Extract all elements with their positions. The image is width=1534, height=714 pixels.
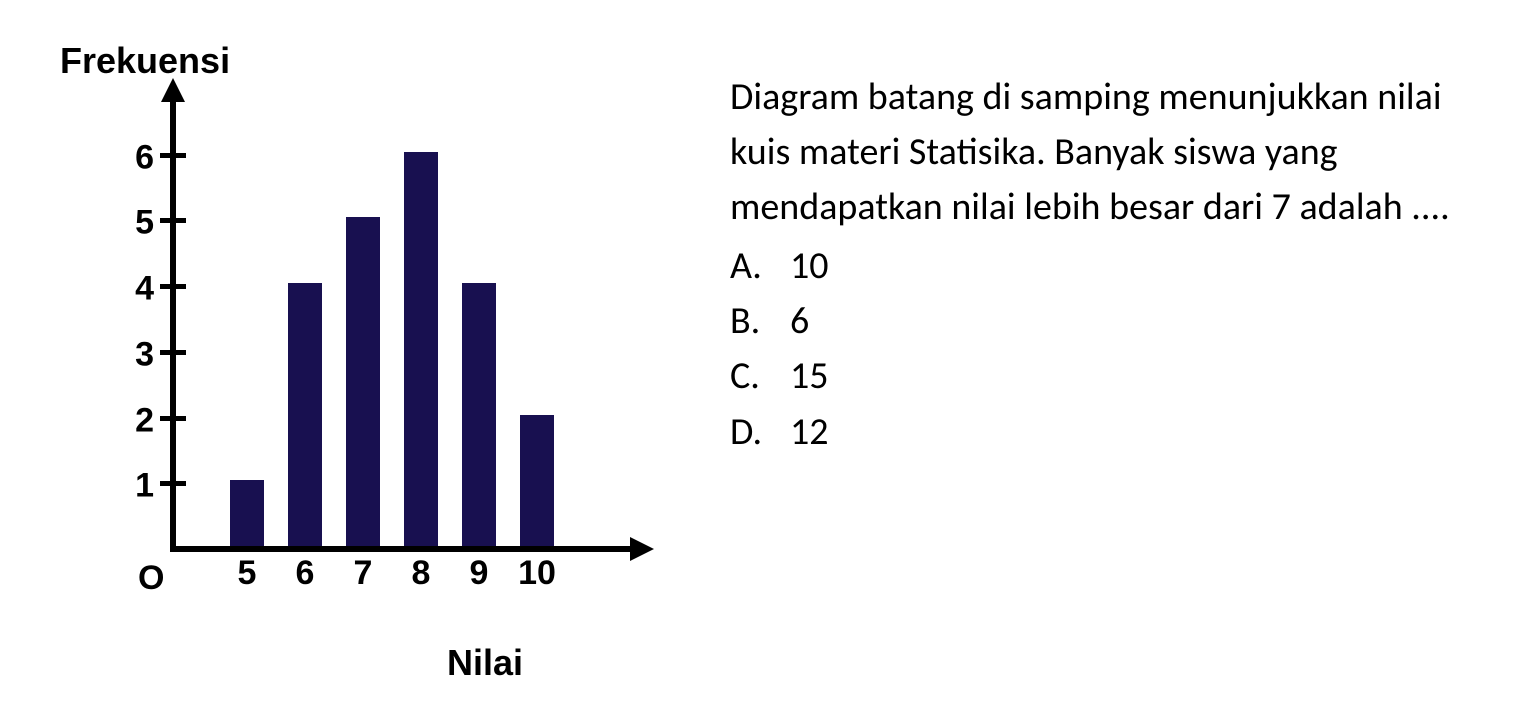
- bar: [404, 152, 438, 546]
- bars-container: [176, 132, 580, 546]
- bar: [346, 217, 380, 546]
- y-tick-label: 3: [120, 335, 154, 374]
- x-axis-title: Nilai: [260, 642, 710, 684]
- x-tick-label: 6: [296, 554, 315, 593]
- option-value: 6: [790, 294, 870, 349]
- chart-area: 123456 O 5678910: [120, 92, 640, 592]
- chart-wrapper: Frekuensi 123456 O 5678910 Nilai: [60, 40, 710, 684]
- y-tick-label: 6: [120, 138, 154, 177]
- y-axis-title: Frekuensi: [60, 40, 710, 82]
- bar: [288, 283, 322, 546]
- y-tick-label: 2: [120, 401, 154, 440]
- option-value: 10: [790, 239, 870, 294]
- option-letter: A.: [730, 239, 790, 294]
- option-value: 12: [790, 405, 870, 460]
- option-row: A.10: [730, 239, 1474, 294]
- option-letter: B.: [730, 294, 790, 349]
- x-labels: 56789 10: [176, 554, 640, 598]
- option-value: 15: [790, 349, 870, 404]
- option-row: D.12: [730, 405, 1474, 460]
- y-tick-label: 1: [120, 467, 154, 506]
- x-tick-label: 5: [238, 554, 257, 593]
- x-tick-label: 9: [470, 554, 489, 593]
- origin-label: O: [138, 559, 164, 598]
- option-row: C.15: [730, 349, 1474, 404]
- option-letter: C.: [730, 349, 790, 404]
- y-tick-label: 4: [120, 270, 154, 309]
- option-row: B.6: [730, 294, 1474, 349]
- x-axis-line: [170, 546, 640, 552]
- question-text: Diagram batang di samping menunjukkan ni…: [730, 70, 1474, 235]
- options-list: A.10B.6C.15D.12: [730, 239, 1474, 459]
- x-tick-label: 10: [518, 554, 556, 593]
- question-panel: Diagram batang di samping menunjukkan ni…: [710, 40, 1474, 460]
- option-letter: D.: [730, 405, 790, 460]
- bar: [520, 415, 554, 546]
- x-tick-label: 8: [412, 554, 431, 593]
- bar: [230, 480, 264, 546]
- y-tick-label: 5: [120, 204, 154, 243]
- bar: [462, 283, 496, 546]
- x-tick-label: 7: [354, 554, 373, 593]
